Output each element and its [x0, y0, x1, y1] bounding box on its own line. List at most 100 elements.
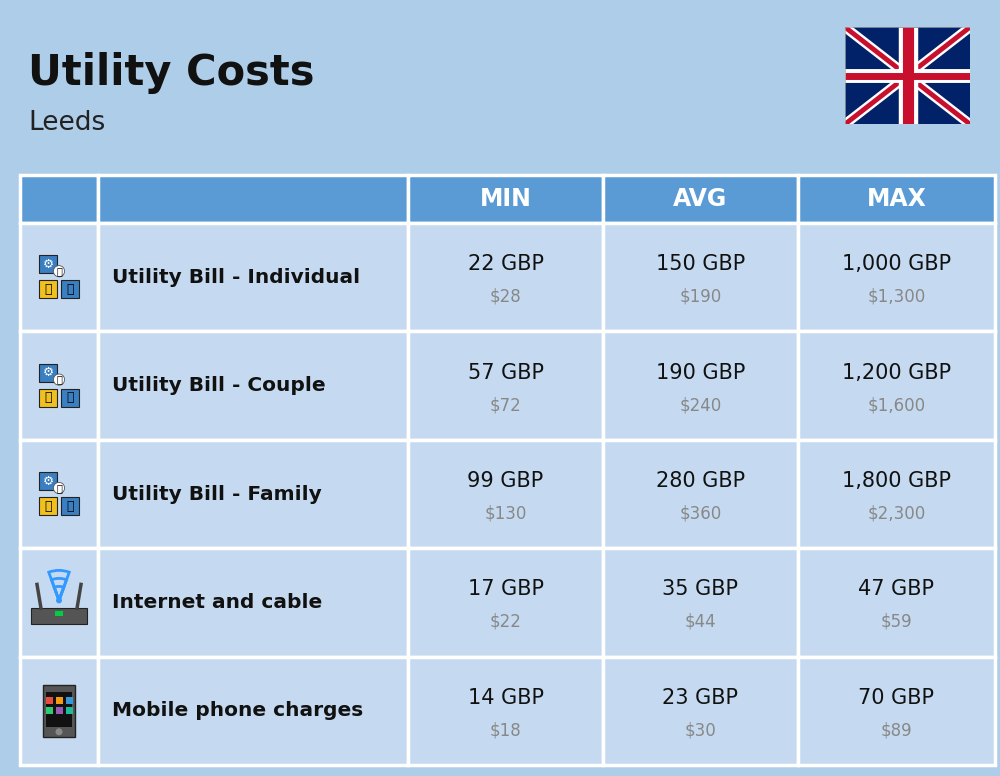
Bar: [98, 175, 408, 223]
Circle shape: [53, 265, 65, 277]
Text: $130: $130: [484, 504, 527, 522]
Bar: [61, 497, 79, 515]
Bar: [603, 331, 798, 440]
Bar: [98, 548, 408, 656]
Text: 🔌: 🔌: [44, 500, 52, 512]
Bar: [46, 698, 52, 705]
Bar: [61, 280, 79, 298]
Text: 1,000 GBP: 1,000 GBP: [842, 255, 951, 274]
Bar: [43, 684, 75, 736]
Bar: [408, 175, 603, 223]
Text: Utility Bill - Couple: Utility Bill - Couple: [112, 376, 326, 395]
Text: $18: $18: [490, 722, 521, 740]
Bar: [408, 440, 603, 548]
Bar: [46, 691, 72, 727]
Bar: [408, 656, 603, 765]
Text: $2,300: $2,300: [867, 504, 926, 522]
Bar: [39, 472, 57, 490]
Bar: [20, 223, 98, 331]
Bar: [39, 497, 57, 515]
Text: $240: $240: [679, 396, 722, 414]
Bar: [55, 611, 63, 616]
Circle shape: [56, 729, 62, 736]
Text: 👤: 👤: [56, 483, 62, 493]
Text: Utility Bill - Individual: Utility Bill - Individual: [112, 268, 360, 286]
Text: 17 GBP: 17 GBP: [468, 580, 544, 599]
Bar: [39, 364, 57, 382]
Bar: [98, 223, 408, 331]
Bar: [603, 175, 798, 223]
Text: 🚰: 🚰: [66, 500, 74, 512]
Text: ⚙: ⚙: [42, 474, 54, 487]
Text: $89: $89: [881, 722, 912, 740]
Text: $190: $190: [679, 288, 722, 306]
Bar: [798, 656, 995, 765]
Bar: [98, 331, 408, 440]
Text: 99 GBP: 99 GBP: [467, 471, 544, 491]
Bar: [20, 331, 98, 440]
Text: 🔌: 🔌: [44, 391, 52, 404]
Text: $1,300: $1,300: [867, 288, 926, 306]
Bar: [31, 608, 87, 625]
Text: $22: $22: [490, 613, 521, 631]
Bar: [603, 548, 798, 656]
Text: Internet and cable: Internet and cable: [112, 593, 322, 612]
Text: 35 GBP: 35 GBP: [662, 580, 738, 599]
Text: MAX: MAX: [867, 187, 926, 211]
Bar: [66, 698, 72, 705]
Text: 150 GBP: 150 GBP: [656, 255, 745, 274]
Circle shape: [56, 598, 62, 604]
Bar: [408, 223, 603, 331]
Text: 1,800 GBP: 1,800 GBP: [842, 471, 951, 491]
Text: Leeds: Leeds: [28, 110, 105, 136]
Text: $72: $72: [490, 396, 521, 414]
Circle shape: [53, 374, 65, 385]
Text: 190 GBP: 190 GBP: [656, 362, 745, 383]
Bar: [20, 656, 98, 765]
Text: $30: $30: [685, 722, 716, 740]
Bar: [98, 656, 408, 765]
Text: 47 GBP: 47 GBP: [858, 580, 934, 599]
Bar: [56, 707, 62, 714]
Bar: [20, 548, 98, 656]
Bar: [98, 440, 408, 548]
Bar: [798, 175, 995, 223]
Bar: [20, 175, 98, 223]
Bar: [408, 548, 603, 656]
Bar: [39, 280, 57, 298]
Text: 👤: 👤: [56, 266, 62, 276]
Text: Mobile phone charges: Mobile phone charges: [112, 702, 363, 720]
Text: $1,600: $1,600: [867, 396, 926, 414]
Bar: [603, 656, 798, 765]
Bar: [408, 331, 603, 440]
Text: 23 GBP: 23 GBP: [662, 688, 738, 708]
Bar: [56, 698, 62, 705]
Text: 🚰: 🚰: [66, 282, 74, 296]
Bar: [46, 707, 52, 714]
Bar: [798, 331, 995, 440]
Bar: [39, 389, 57, 407]
Bar: [39, 255, 57, 273]
Text: 57 GBP: 57 GBP: [468, 362, 544, 383]
Bar: [20, 440, 98, 548]
Text: Utility Bill - Family: Utility Bill - Family: [112, 484, 322, 504]
Text: MIN: MIN: [480, 187, 531, 211]
Text: 280 GBP: 280 GBP: [656, 471, 745, 491]
Text: ⚙: ⚙: [42, 366, 54, 379]
Text: $59: $59: [881, 613, 912, 631]
Text: $360: $360: [679, 504, 722, 522]
Text: 22 GBP: 22 GBP: [468, 255, 544, 274]
Bar: [603, 440, 798, 548]
Text: 14 GBP: 14 GBP: [468, 688, 544, 708]
Circle shape: [53, 483, 65, 494]
Bar: [603, 223, 798, 331]
Text: $44: $44: [685, 613, 716, 631]
Bar: [798, 440, 995, 548]
Text: 70 GBP: 70 GBP: [858, 688, 934, 708]
Text: 🚰: 🚰: [66, 391, 74, 404]
Text: 👤: 👤: [56, 375, 62, 385]
Bar: [798, 223, 995, 331]
Text: 1,200 GBP: 1,200 GBP: [842, 362, 951, 383]
Text: 🔌: 🔌: [44, 282, 52, 296]
Bar: [61, 389, 79, 407]
